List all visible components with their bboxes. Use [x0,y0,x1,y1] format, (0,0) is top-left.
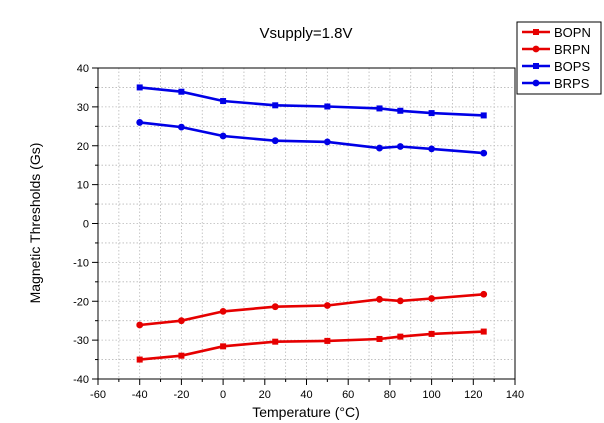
data-point-bops [220,98,227,105]
data-point-brpn [428,295,435,302]
x-tick-label: 0 [220,389,226,401]
data-point-brps [136,119,144,126]
data-point-brpn [136,321,144,329]
grid [98,68,515,379]
x-tick-label: -60 [90,389,106,401]
y-tick-label: -30 [73,335,89,347]
data-point-bops [272,102,279,109]
data-point-bopn [428,330,435,337]
data-point-brps [271,137,279,145]
data-point-bops [428,110,435,117]
data-point-brps [428,145,435,153]
axis-ticks: -60 -40 -20 0 20 40 60 80 100 120 140-40-30-20-100… [73,63,524,401]
x-tick-label: -40 [132,389,148,401]
data-point-brpn [480,290,488,298]
series-layer [136,84,488,363]
data-point-brpn [271,303,279,311]
series-bops [136,84,487,119]
data-point-bopn [136,356,143,363]
data-point-brps [396,143,404,150]
data-point-bopn [480,328,487,335]
x-tick-label: 140 [506,389,524,401]
data-point-bopn [376,335,383,342]
legend-label: BOPN [554,25,591,40]
legend-label: BRPS [554,76,590,91]
data-point-brpn [323,302,331,309]
data-point-brps [480,149,488,157]
series-brps [136,119,488,157]
data-point-brpn [219,307,227,315]
legend-marker [532,45,540,53]
y-tick-label: 20 [77,141,89,153]
series-brpn [136,290,488,329]
x-tick-label: 60 [342,389,354,401]
legend-item-bopn: BOPN [522,25,591,40]
x-tick-label: 40 [300,389,312,401]
x-tick-label: 80 [384,389,396,401]
data-point-bopn [178,352,185,359]
data-point-bops [480,112,487,119]
data-point-bopn [397,333,404,340]
y-tick-label: 0 [83,219,89,231]
data-point-brps [376,144,383,152]
x-axis-label: Temperature (°C) [252,404,360,420]
data-point-brps [323,138,331,146]
x-tick-label: 20 [259,389,271,401]
legend-marker [532,79,540,87]
data-point-brps [178,123,185,131]
chart-title: Vsupply=1.8V [260,25,353,42]
data-point-bopn [272,338,279,345]
x-tick-label: 100 [422,389,440,401]
data-point-bops [397,107,404,114]
data-point-brpn [376,295,383,303]
y-tick-label: 10 [77,180,89,192]
legend-item-bops: BOPS [522,59,590,74]
y-tick-label: 30 [77,102,89,114]
data-point-bopn [220,343,227,350]
legend-label: BOPS [554,59,590,74]
legend-label: BRPN [554,42,590,57]
legend: BOPN BRPN BOPS BRPS [516,21,602,95]
legend-item-brps: BRPS [522,76,590,91]
y-tick-label: -20 [73,296,89,308]
y-tick-label: -10 [73,257,89,269]
x-tick-label: 120 [464,389,482,401]
data-point-brpn [396,297,404,305]
y-axis-label: Magnetic Thresholds (Gs) [27,143,43,304]
legend-marker [533,63,539,69]
legend-marker [533,29,539,35]
data-point-bops [136,84,143,91]
data-point-bops [178,88,185,95]
y-tick-label: -40 [73,374,89,386]
series-bopn [136,328,487,363]
y-tick-label: 40 [77,63,89,75]
data-point-bops [376,105,383,112]
data-point-brps [219,132,227,140]
data-point-brpn [178,317,185,325]
x-tick-label: -20 [173,389,189,401]
legend-item-brpn: BRPN [522,42,590,57]
data-point-bops [324,103,331,110]
data-point-bopn [324,337,331,344]
